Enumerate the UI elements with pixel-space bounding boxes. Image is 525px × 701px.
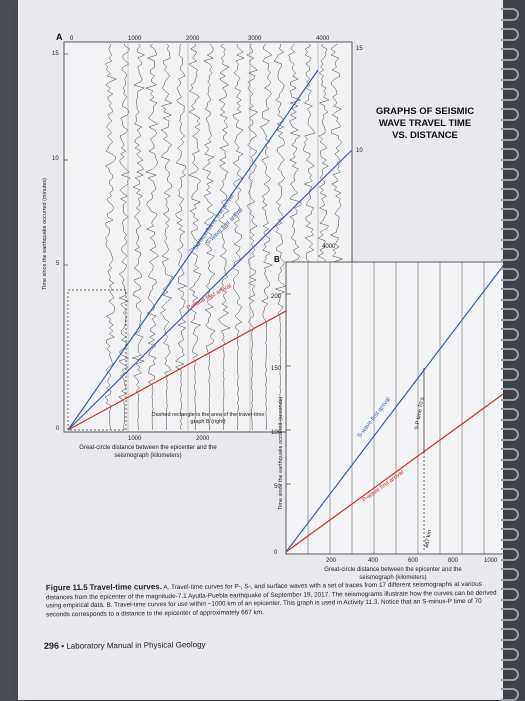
book-page: A 0 1000 2000 3000 4000 15 10 5 0 15 10 … [18,0,508,700]
binding-ring [501,88,519,101]
seismogram-trace [159,43,174,430]
binding-ring [501,168,519,181]
binding-ring [501,448,519,461]
binding-ring [501,188,519,201]
seismogram-trace [131,43,146,431]
binding-ring [501,488,519,501]
seismogram-trace [273,43,287,431]
seismogram-traces [104,43,344,431]
graph-a-ytick-left: 5 [56,261,60,267]
binding-ring [501,108,519,121]
graphs-title: GRAPHS OF SEISMIC WAVE TRAVEL TIME VS. D… [375,106,475,141]
figure-heading: Travel-time curves. [89,582,162,592]
binding-ring [501,408,519,421]
binding-ring [501,528,519,541]
binding-ring [501,48,519,61]
graph-b-xtick: 800 [448,558,459,564]
binding-ring [501,148,519,161]
graph-b-xtick: 200 [326,558,337,564]
distance-667-label: 667 km [424,529,433,548]
graph-b-ytick: 100 [271,430,282,436]
spiral-binding [501,0,525,701]
graph-a-inner-tick-4000: 4000 [322,244,336,250]
graph-a-xtick-top: 2000 [186,36,200,42]
panel-a-letter: A [56,32,63,42]
graph-a-xtick-bottom: 2000 [196,436,210,442]
seismogram-trace [145,43,160,431]
binding-ring [501,588,519,601]
graph-a-ytick-right: 10 [356,148,363,154]
graph-a-xtick-top: 3000 [248,36,262,42]
page-number: 296 [43,640,60,651]
figure-caption: Figure 11.5 Travel-time curves. A. Trave… [46,580,498,620]
seismogram-trace [175,43,188,431]
binding-ring [501,648,519,661]
binding-ring [501,208,519,221]
graph-a-ytick-left: 15 [52,51,59,57]
binding-ring [501,368,519,381]
seismogram-trace [187,43,202,431]
binding-ring [501,608,519,621]
binding-ring [501,248,519,261]
graph-a-ytick-right: 15 [356,46,363,52]
binding-ring [501,28,519,41]
binding-ring [501,468,519,481]
seismogram-trace [202,43,216,431]
graph-a-dashed-note: Dashed rectangle is the area of the trav… [151,412,265,425]
graph-b-ylabel: Time since the earthquake occurred (seco… [278,397,284,510]
seismogram-trace [118,43,131,431]
graph-b-xtick: 1000 [484,558,498,564]
binding-ring [501,308,519,321]
figure-number: Figure 11.5 [45,582,88,593]
seismogram-trace [232,43,245,431]
book-title: Laboratory Manual in Physical Geology [66,640,206,651]
s-wave-curve-b [285,261,507,553]
s-p-time-label: S-P time 70 s [414,397,426,431]
binding-ring [501,68,519,81]
graph-b-xtick: 600 [408,558,419,564]
binding-ring [501,428,519,441]
graph-b-ytick: 200 [271,294,282,300]
binding-ring [501,348,519,361]
s-wave-curve-a [67,149,353,431]
graph-a-ytick-left: 0 [56,426,60,432]
graph-b-ytick: 0 [274,550,278,556]
binding-ring [501,128,519,141]
binding-ring [501,628,519,641]
binding-ring [501,268,519,281]
figure-11-5: A 0 1000 2000 3000 4000 15 10 5 0 15 10 … [42,32,507,564]
binding-ring [501,688,519,701]
binding-ring [501,668,519,681]
binding-ring [501,508,519,521]
seismogram-trace [246,43,259,431]
graph-a-xtick-top: 0 [70,36,74,42]
graph-b-xtick: 400 [368,558,379,564]
binding-ring [501,328,519,341]
seismogram-trace [104,43,117,431]
binding-ring [501,228,519,241]
binding-ring [501,548,519,561]
binding-ring [501,288,519,301]
p-wave-curve-b [285,391,507,553]
seismogram-trace [259,43,274,431]
panel-b-letter: B [274,255,280,264]
surface-wave-curve [67,69,319,431]
graph-a-xtick-top: 4000 [316,36,330,42]
graph-a-xlabel: Great-circle distance between the epicen… [79,445,217,459]
graph-a-ytick-left: 10 [52,156,59,162]
graph-a-xtick-top: 1000 [128,36,142,42]
graph-a-ylabel: Time since the earthquake occurred (minu… [42,178,48,290]
graph-b-ytick: 150 [271,366,282,372]
binding-ring [501,568,519,581]
graph-a-xtick-bottom: 1000 [128,436,142,442]
graph-b-ytick: 50 [274,484,281,490]
binding-ring [501,388,519,401]
seismogram-trace [218,43,231,430]
dashed-area-rectangle [67,289,127,431]
page-footer: 296 ▪ Laboratory Manual in Physical Geol… [44,639,206,651]
binding-ring [501,8,519,21]
graph-b-xlabel: Great-circle distance between the epicen… [324,567,462,581]
